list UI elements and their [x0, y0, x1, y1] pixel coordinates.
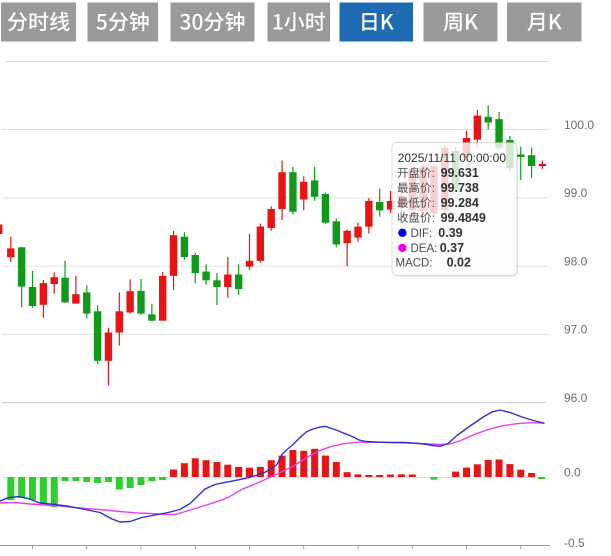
- svg-text::: :: [432, 168, 435, 180]
- svg-text:100.0: 100.0: [564, 118, 594, 132]
- svg-text::: :: [432, 213, 435, 225]
- svg-text:97.0: 97.0: [564, 323, 588, 337]
- svg-text:99.631: 99.631: [441, 166, 479, 180]
- svg-text::: :: [432, 198, 435, 210]
- svg-text:-0.5: -0.5: [564, 536, 585, 550]
- svg-text:MACD:: MACD:: [396, 258, 433, 270]
- svg-text:99.4849: 99.4849: [441, 211, 486, 225]
- svg-text::: :: [432, 183, 435, 195]
- svg-text:98.0: 98.0: [564, 255, 588, 269]
- svg-text:96.0: 96.0: [564, 391, 588, 405]
- svg-text:0.02: 0.02: [447, 256, 471, 270]
- svg-text:DEA:: DEA:: [411, 243, 438, 255]
- svg-text:2025/11/11 00:00:00: 2025/11/11 00:00:00: [398, 151, 507, 165]
- svg-text:99.284: 99.284: [441, 196, 479, 210]
- svg-text:99.738: 99.738: [441, 181, 479, 195]
- svg-text:0.37: 0.37: [440, 241, 464, 255]
- svg-text:0.39: 0.39: [438, 226, 462, 240]
- svg-text:99.0: 99.0: [564, 186, 588, 200]
- svg-text:DIF:: DIF:: [411, 228, 433, 240]
- svg-text:0.0: 0.0: [564, 465, 581, 479]
